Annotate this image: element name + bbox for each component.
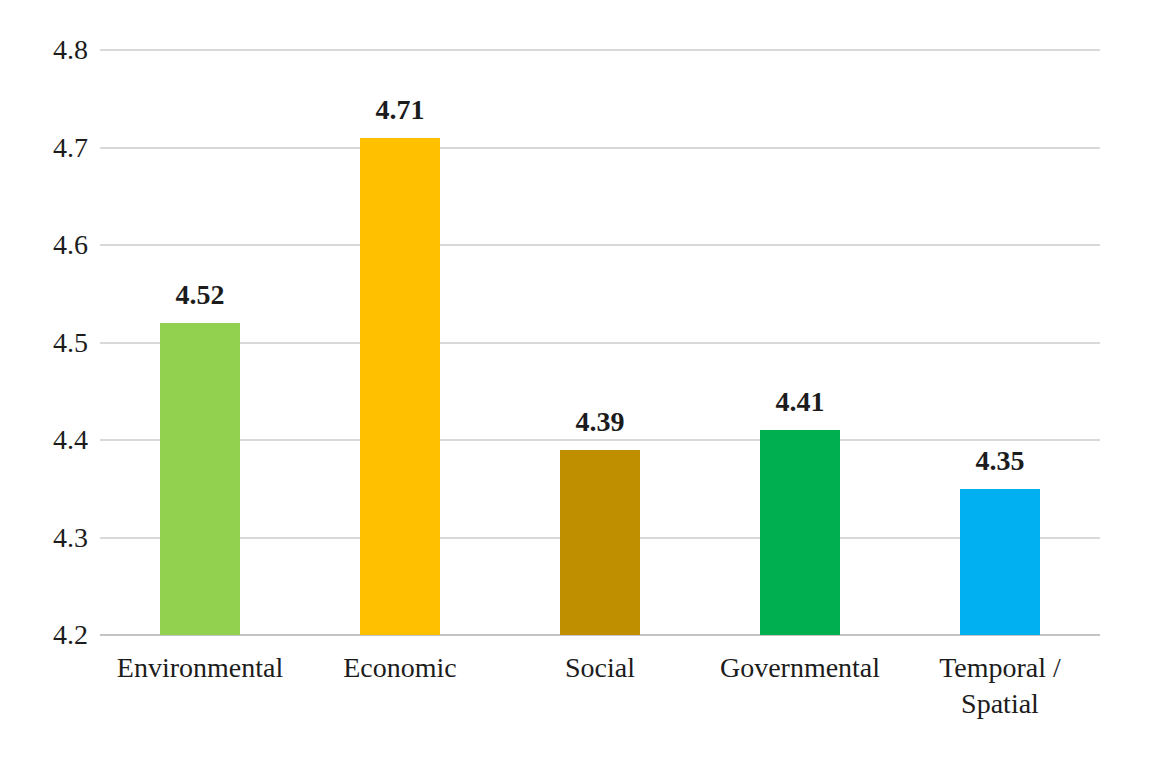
data-label-4.35: 4.35	[930, 445, 1070, 477]
gridline-4.8	[100, 49, 1100, 51]
gridline-4.4	[100, 439, 1100, 441]
bar-social	[560, 450, 640, 635]
bar-chart: 4.2 4.3 4.4 4.5 4.6 4.7 4.8 4.52 4.71 4.39 4.41 4.…	[0, 0, 1152, 761]
data-label-4.39: 4.39	[530, 406, 670, 438]
y-tick-label-4.3: 4.3	[16, 520, 88, 556]
bar-governmental	[760, 430, 840, 635]
data-label-4.52: 4.52	[130, 279, 270, 311]
data-label-4.41: 4.41	[730, 386, 870, 418]
y-tick-label-4.2: 4.2	[16, 617, 88, 653]
x-axis-label-economic: Economic	[300, 650, 500, 686]
bar-economic	[360, 138, 440, 635]
x-axis-label-social: Social	[500, 650, 700, 686]
bar-environmental	[160, 323, 240, 635]
x-axis-label-governmental: Governmental	[700, 650, 900, 686]
bar-temporal-spatial	[960, 489, 1040, 635]
x-axis-label-temporal-spatial: Temporal / Spatial	[900, 650, 1100, 722]
gridline-4.7	[100, 147, 1100, 149]
y-tick-label-4.5: 4.5	[16, 325, 88, 361]
y-tick-label-4.8: 4.8	[16, 32, 88, 68]
y-tick-label-4.4: 4.4	[16, 422, 88, 458]
gridline-4.5	[100, 342, 1100, 344]
x-axis-label-environmental: Environmental	[100, 650, 300, 686]
data-label-4.71: 4.71	[330, 94, 470, 126]
y-tick-label-4.7: 4.7	[16, 130, 88, 166]
y-tick-label-4.6: 4.6	[16, 227, 88, 263]
gridline-4.6	[100, 244, 1100, 246]
